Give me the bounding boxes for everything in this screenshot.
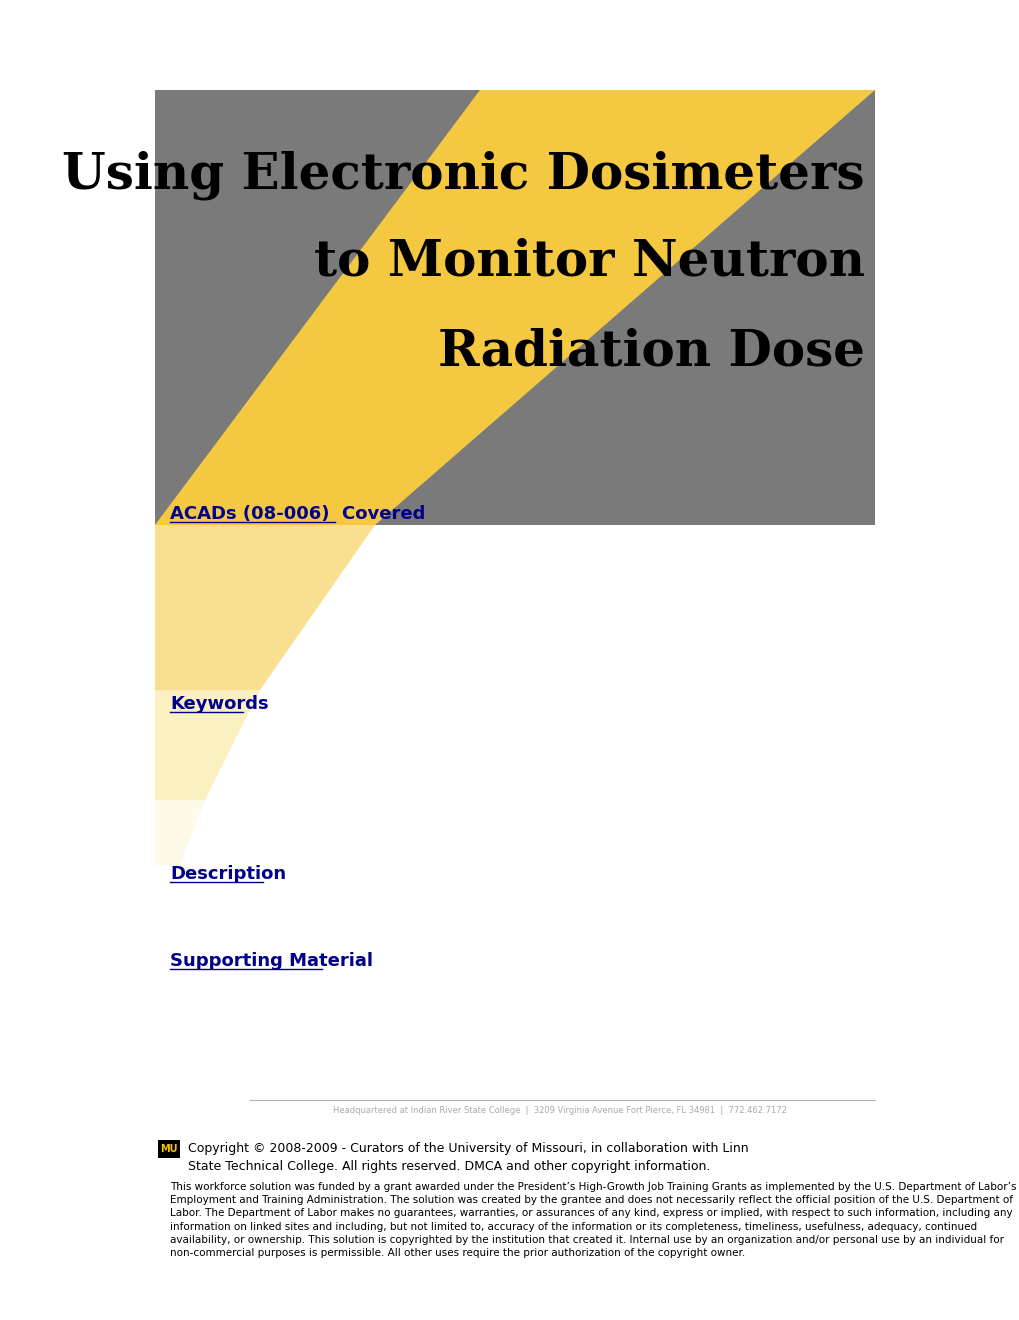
Text: Radiation Dose: Radiation Dose <box>437 327 864 376</box>
Polygon shape <box>155 90 874 525</box>
Text: to Monitor Neutron: to Monitor Neutron <box>314 238 864 286</box>
Text: ACADs (08-006)  Covered: ACADs (08-006) Covered <box>170 506 425 523</box>
Text: This workforce solution was funded by a grant awarded under the President’s High: This workforce solution was funded by a … <box>170 1181 1016 1258</box>
Polygon shape <box>155 525 375 690</box>
Polygon shape <box>155 690 260 800</box>
Text: Description: Description <box>170 865 286 883</box>
Text: Supporting Material: Supporting Material <box>170 952 373 970</box>
Text: Using Electronic Dosimeters: Using Electronic Dosimeters <box>62 150 864 199</box>
Bar <box>155 90 874 525</box>
Text: Keywords: Keywords <box>170 696 268 713</box>
Text: Headquartered at Indian River State College  |  3209 Virginia Avenue Fort Pierce: Headquartered at Indian River State Coll… <box>333 1106 787 1115</box>
Polygon shape <box>155 800 205 865</box>
Bar <box>158 1140 179 1158</box>
Text: MU: MU <box>160 1144 177 1154</box>
Text: Copyright © 2008-2009 - Curators of the University of Missouri, in collaboration: Copyright © 2008-2009 - Curators of the … <box>187 1142 748 1173</box>
